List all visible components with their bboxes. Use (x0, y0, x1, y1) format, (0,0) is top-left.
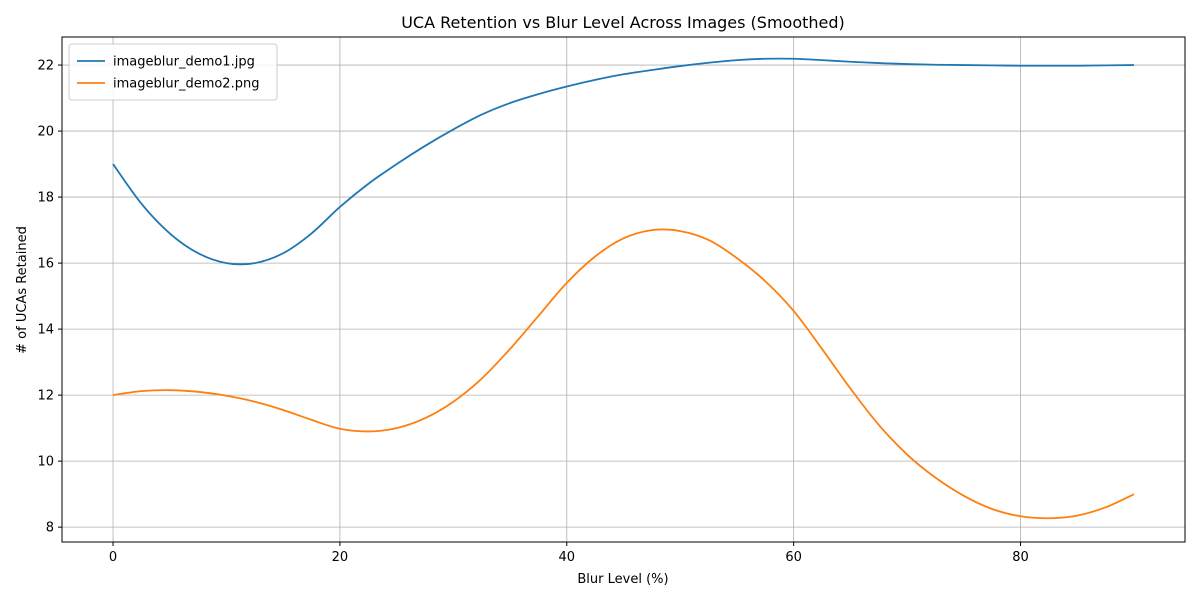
y-tick-label: 18 (37, 191, 54, 206)
series-line-2 (112, 228, 1135, 520)
y-tick-label: 16 (37, 257, 54, 272)
y-tick-label: 14 (37, 323, 54, 338)
chart-title: UCA Retention vs Blur Level Across Image… (401, 13, 845, 32)
legend-label: imageblur_demo2.png (113, 77, 259, 92)
x-tick-label: 60 (785, 550, 802, 565)
legend: imageblur_demo1.jpg imageblur_demo2.png (68, 43, 278, 101)
x-tick-label: 20 (332, 550, 349, 565)
y-tick-label: 20 (37, 125, 54, 140)
series-layer (112, 57, 1135, 520)
plot-frame (61, 36, 1186, 543)
x-tick-label: 80 (1012, 550, 1029, 565)
y-axis-ticks: 8 10 12 14 16 18 20 22 (37, 59, 62, 536)
legend-label: imageblur_demo1.jpg (113, 55, 255, 70)
legend-box (68, 43, 278, 101)
x-tick-label: 40 (559, 550, 576, 565)
x-tick-label: 0 (109, 550, 117, 565)
x-axis-ticks: 0 20 40 60 80 (109, 542, 1029, 565)
y-axis-label: # of UCAs Retained (15, 226, 30, 354)
x-axis-label: Blur Level (%) (577, 572, 668, 587)
y-tick-label: 10 (37, 455, 54, 470)
series-line-1 (112, 57, 1134, 266)
y-tick-label: 8 (46, 521, 54, 536)
y-tick-label: 12 (37, 389, 54, 404)
grid (62, 37, 1185, 542)
y-tick-label: 22 (37, 59, 54, 74)
